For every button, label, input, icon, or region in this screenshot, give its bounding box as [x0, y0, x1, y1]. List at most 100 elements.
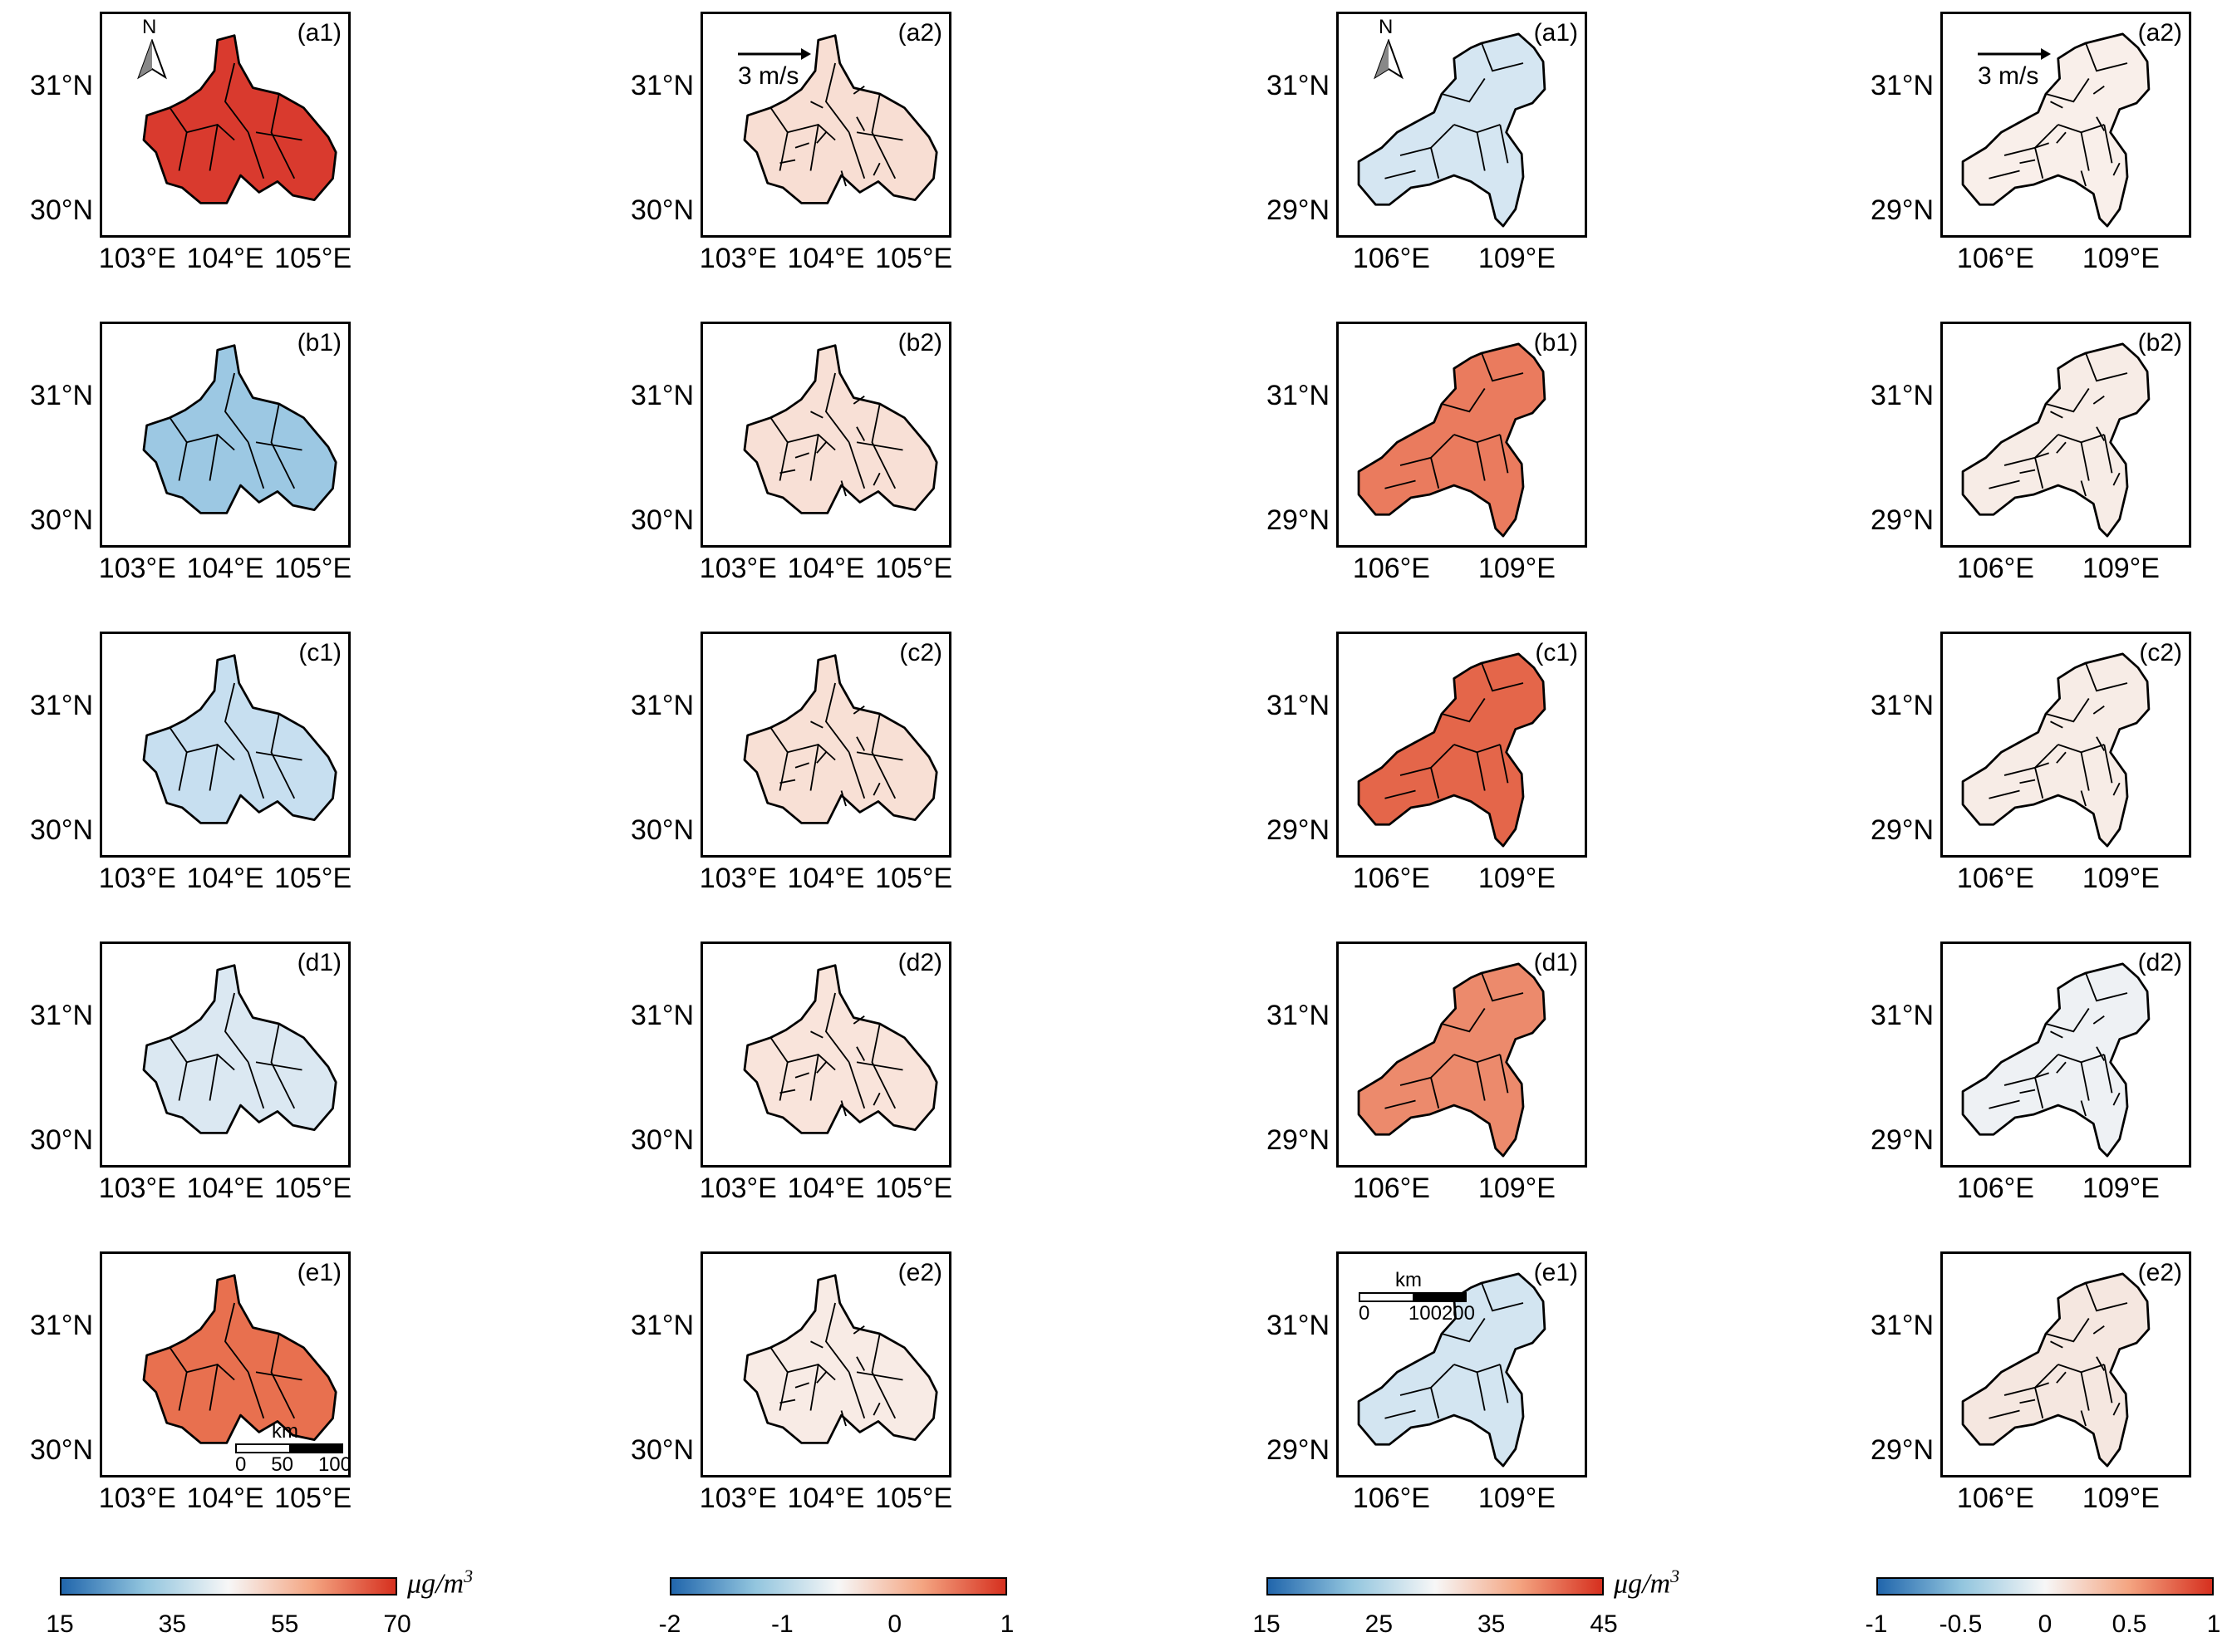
colorbar-tick-label: 70	[383, 1610, 411, 1638]
panel-label: (c1)	[1535, 639, 1578, 666]
colorbar-tick-label: 35	[158, 1610, 187, 1638]
region-outline	[1961, 962, 2151, 1158]
map-chongqing	[1961, 1272, 2151, 1468]
colorbar-tick-label: 1	[1000, 1610, 1015, 1638]
wind-vector	[853, 395, 865, 405]
district-boundary	[1499, 434, 1509, 474]
district-boundary	[1481, 1282, 1524, 1312]
district-boundary	[247, 441, 265, 489]
region-outline	[743, 964, 938, 1134]
district-boundary	[169, 417, 188, 481]
map-chengdu	[743, 34, 938, 204]
district-boundary	[1481, 42, 1524, 72]
y-tick-label: 31°N	[631, 690, 694, 721]
scale-bar-graphic	[1359, 1292, 1467, 1302]
wind-vector	[2092, 705, 2105, 715]
district-boundary	[848, 1371, 866, 1419]
map-panel: (b2)	[1940, 322, 2191, 548]
district-boundary	[209, 1054, 219, 1101]
district-boundary	[1476, 1062, 1486, 1101]
scale-ticks: 0 50 100	[235, 1453, 352, 1476]
x-tick-label: 109°E	[2082, 863, 2160, 894]
district-boundary	[1384, 1409, 1416, 1419]
district-boundary	[809, 1054, 819, 1101]
panel-label: (b2)	[897, 329, 942, 356]
x-tick-label: 104°E	[186, 863, 264, 894]
wind-vector	[2034, 452, 2049, 459]
map-panel: (d2)	[701, 942, 951, 1168]
district-boundary	[1441, 77, 1486, 103]
district-boundary	[169, 107, 188, 171]
district-boundary	[1441, 1317, 1486, 1343]
map-panel: (c1)	[1336, 632, 1587, 858]
wind-vector	[873, 782, 881, 796]
district-boundary	[1441, 387, 1486, 413]
y-tick-label: 30°N	[30, 1434, 93, 1466]
wind-legend-arrow-icon	[738, 48, 811, 60]
map-chengdu	[142, 964, 337, 1134]
wind-vector	[816, 1371, 827, 1384]
colorbar-tick-label: 0	[887, 1610, 902, 1638]
district-boundary	[255, 441, 302, 451]
x-tick-label: 106°E	[1956, 553, 2034, 584]
map-chengdu	[743, 1274, 938, 1444]
wind-vector	[840, 1410, 847, 1427]
district-boundary	[1430, 767, 1440, 799]
district-boundary	[1499, 1364, 1509, 1404]
y-tick-label: 30°N	[631, 1124, 694, 1156]
x-tick-label: 106°E	[1352, 1173, 1430, 1204]
district-boundary	[2085, 972, 2128, 1002]
map-panel: (a1) N	[1336, 12, 1587, 238]
wind-vector	[779, 1089, 796, 1094]
map-panel: (d2)	[1940, 942, 2191, 1168]
map-chengdu	[142, 1274, 337, 1444]
colorbar-tick-label: 35	[1477, 1610, 1506, 1638]
map-panel: (b1)	[100, 322, 351, 548]
district-boundary	[769, 1037, 789, 1101]
y-tick-label: 29°N	[1871, 194, 1934, 226]
y-tick-label: 31°N	[1266, 690, 1330, 721]
y-tick-label: 29°N	[1871, 504, 1934, 536]
panel-label: (e2)	[2137, 1259, 2182, 1286]
y-tick-label: 29°N	[1871, 814, 1934, 846]
district-boundary	[2034, 1387, 2044, 1418]
colorbar-tick-label: -1	[770, 1610, 794, 1638]
district-boundary	[2080, 132, 2090, 171]
y-tick-label: 30°N	[631, 814, 694, 846]
district-boundary	[1476, 752, 1486, 791]
wind-vector	[779, 469, 796, 474]
map-chengdu	[743, 964, 938, 1134]
district-boundary	[769, 107, 789, 171]
y-tick-label: 29°N	[1266, 504, 1330, 536]
wind-vector	[794, 1382, 809, 1389]
district-boundary	[2103, 1364, 2113, 1404]
region-outline	[1357, 962, 1546, 1158]
scale-bar: km 0 100200	[1359, 1269, 1475, 1325]
region-outline	[1357, 652, 1546, 848]
region-outline	[1961, 32, 2151, 228]
x-tick-label: 106°E	[1352, 553, 1430, 584]
colorbar-tick-label: 0	[2038, 1610, 2053, 1638]
x-tick-label: 103°E	[98, 243, 176, 274]
map-panel: (e2)	[1940, 1251, 2191, 1477]
region-outline	[1357, 32, 1546, 228]
map-panel: (d1)	[100, 942, 351, 1168]
y-tick-label: 31°N	[1871, 1310, 1934, 1341]
district-boundary	[247, 1371, 265, 1419]
district-boundary	[1476, 132, 1486, 171]
north-arrow-icon	[1374, 39, 1404, 80]
x-tick-label: 105°E	[274, 1482, 352, 1514]
district-boundary	[1430, 457, 1440, 489]
district-boundary	[1430, 1077, 1440, 1109]
wind-vector	[2056, 1061, 2067, 1074]
y-tick-label: 31°N	[30, 690, 93, 721]
map-chongqing	[1357, 1272, 1546, 1468]
y-tick-label: 31°N	[631, 380, 694, 411]
panel-label: (a1)	[297, 19, 342, 47]
panel-label: (e1)	[297, 1259, 342, 1286]
wind-vector	[2050, 1030, 2063, 1039]
region-outline	[142, 1274, 337, 1444]
district-boundary	[270, 1023, 296, 1109]
panel-label: (b1)	[297, 329, 342, 356]
x-tick-label: 109°E	[2082, 243, 2160, 274]
